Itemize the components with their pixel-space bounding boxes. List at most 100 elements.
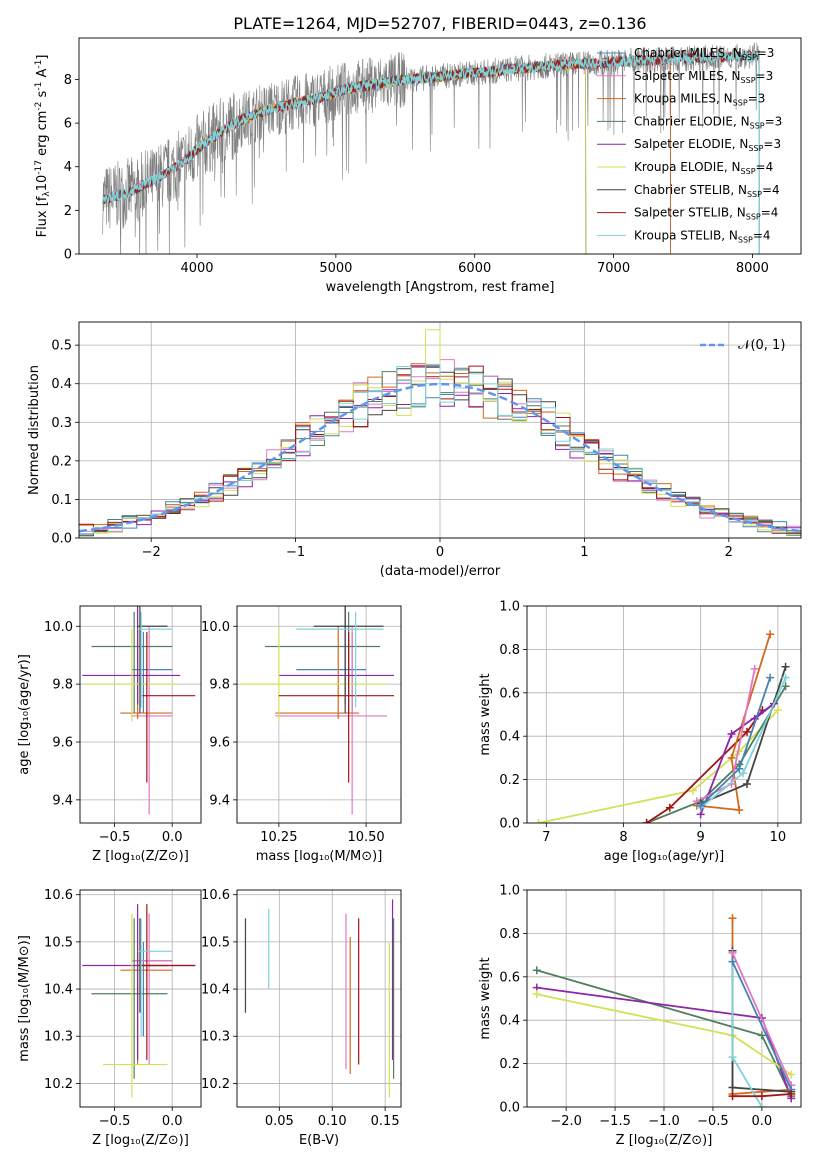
- x-tick-label: 0.0: [752, 1114, 773, 1129]
- legend-normal-label: 𝒩(0, 1): [738, 338, 785, 353]
- weight-marker-chabrier_stelib: [742, 779, 751, 788]
- axes-frame: [79, 605, 202, 824]
- x-tick-label: −1: [286, 545, 305, 560]
- weight-line-salpeter_miles: [731, 952, 793, 1086]
- axes-frame: [79, 889, 202, 1108]
- y-tick-label: 0.4: [499, 1014, 520, 1029]
- legend-sub: SSP: [746, 213, 761, 222]
- weight-marker-chabrier_miles: [766, 673, 775, 682]
- y-tick-label: 10.5: [201, 935, 230, 950]
- weight-marker-chabrier_stelib: [781, 662, 790, 671]
- axes-frame: [78, 321, 802, 539]
- x-tick-label: 10.25: [260, 830, 297, 845]
- y-tick-label: 10.3: [44, 1030, 73, 1045]
- axes-weight_vs_Z: −2.0 −1.5 −1.0 −0.5 0.0 0.0 0.2 0.4 0.6 0.8 1.0 Z […: [478, 884, 802, 1148]
- y-tick-label: 1.0: [499, 600, 520, 615]
- y-axis-label: age [log₁₀(age/yr)]: [17, 654, 32, 775]
- legend-sub: SSP: [741, 167, 756, 176]
- weight-marker-kroupa_miles: [766, 630, 775, 639]
- legend-name: Kroupa MILES, N: [634, 92, 733, 106]
- weight-marker-kroupa_miles: [728, 914, 737, 923]
- y-tick-label: 10.4: [201, 983, 230, 998]
- legend-tail: =4: [762, 183, 780, 197]
- legend-name: Kroupa STELIB, N: [634, 228, 738, 242]
- weight-marker-salpeter_miles: [750, 664, 759, 673]
- legend-tail: =4: [761, 206, 779, 220]
- y-tick-label: 9.4: [209, 793, 230, 808]
- legend-name: Salpeter ELODIE, N: [634, 137, 748, 151]
- x-tick-label: −2: [142, 545, 161, 560]
- legend-sub: SSP: [750, 121, 765, 130]
- legend-entry: Kroupa STELIB, NSSP=4: [634, 228, 771, 244]
- x-tick-label: 10: [770, 830, 787, 845]
- y-tick-label: 8: [64, 73, 72, 88]
- y-tick-label: 9.6: [209, 735, 230, 750]
- y-axis-label-part: -17: [34, 160, 44, 175]
- weight-marker-chabrier_miles: [735, 764, 744, 773]
- y-tick-label: 10.6: [201, 888, 230, 903]
- weight-line-chabrier_elodie: [646, 685, 787, 823]
- axes-frame: [526, 889, 802, 1108]
- x-tick-label: 0.0: [162, 1114, 183, 1129]
- y-axis-label: mass weight: [478, 673, 493, 755]
- y-tick-label: 0.6: [499, 970, 520, 985]
- x-tick-label: 8000: [736, 261, 769, 276]
- weight-marker-kroupa_stelib: [739, 769, 748, 778]
- histogram-kroupa_elodie: [79, 329, 801, 537]
- y-tick-label: 10.0: [201, 620, 230, 635]
- weight-marker-salpeter_stelib: [742, 727, 751, 736]
- y-tick-label: 10.0: [44, 620, 73, 635]
- x-tick-label: 6000: [458, 261, 491, 276]
- y-tick-label: 0.0: [499, 817, 520, 832]
- x-axis-label: (data-model)/error: [380, 564, 501, 579]
- plot-area-weight_vs_Z: [532, 914, 796, 1107]
- y-tick-label: 9.4: [52, 793, 73, 808]
- x-tick-label: 7000: [597, 261, 630, 276]
- plot-area-residuals: [79, 329, 801, 537]
- axes-mass_vs_ebv: 0.05 0.10 0.15 10.2 10.3 10.4 10.5 10.6 E(B-V): [201, 888, 402, 1148]
- weight-marker-salpeter_stelib: [787, 1089, 796, 1098]
- y-tick-label: 10.6: [44, 888, 73, 903]
- x-tick-label: −0.5: [697, 1114, 729, 1129]
- y-tick-label: 10.2: [44, 1077, 73, 1092]
- y-axis-label-part: λ: [42, 191, 52, 197]
- y-tick-label: 9.8: [52, 678, 73, 693]
- legend-name: Chabrier ELODIE, N: [634, 114, 750, 128]
- y-tick-label: 0.2: [499, 773, 520, 788]
- weight-marker-chabrier_elodie: [532, 966, 541, 975]
- x-tick-label: 0.05: [265, 1114, 294, 1129]
- plot-area-weight_vs_age: [534, 630, 790, 823]
- y-axis-label-part: A: [35, 69, 50, 82]
- legend-entry: Chabrier STELIB, NSSP=4: [634, 183, 780, 199]
- y-axis-label-part: -1: [34, 60, 44, 69]
- legend-name: Salpeter MILES, N: [634, 69, 741, 83]
- legend-sub: SSP: [741, 76, 756, 85]
- x-tick-label: 0: [436, 545, 444, 560]
- weight-marker-kroupa_elodie: [532, 990, 541, 999]
- y-tick-label: 0.4: [51, 377, 72, 392]
- x-tick-label: 7: [542, 830, 550, 845]
- plot-area-mass_vs_Z: [82, 904, 196, 1098]
- y-tick-label: 0.0: [51, 532, 72, 547]
- y-axis-label-part: 10: [35, 175, 50, 192]
- plot-area-age_vs_mass: [240, 606, 395, 815]
- weight-marker-kroupa_elodie: [534, 819, 543, 823]
- weight-line-chabrier_miles: [731, 961, 793, 1090]
- legend-entry: Chabrier ELODIE, NSSP=3: [634, 114, 782, 130]
- weight-marker-kroupa_miles: [727, 753, 736, 762]
- y-axis-label-part: ]: [35, 55, 50, 60]
- x-axis-label: wavelength [Angstrom, rest frame]: [326, 280, 555, 295]
- x-axis-label: Z [log₁₀(Z/Z⊙)]: [92, 1133, 189, 1148]
- x-tick-label: −1.5: [599, 1114, 631, 1129]
- weight-marker-chabrier_miles: [696, 801, 705, 810]
- x-tick-label: −1.0: [648, 1114, 680, 1129]
- x-axis-label: E(B-V): [299, 1133, 339, 1148]
- legend-sub: SSP: [742, 53, 757, 62]
- legend-tail: =4: [756, 160, 774, 174]
- y-tick-label: 10.4: [44, 983, 73, 998]
- plot-layer: 4000 5000 6000 7000 8000 0 2 4 6 8 wavelength [Ang…: [17, 37, 802, 1148]
- x-axis-label: Z [log₁₀(Z/Z⊙)]: [616, 1133, 713, 1148]
- y-tick-label: 0.8: [499, 643, 520, 658]
- x-tick-label: −0.5: [99, 1114, 131, 1129]
